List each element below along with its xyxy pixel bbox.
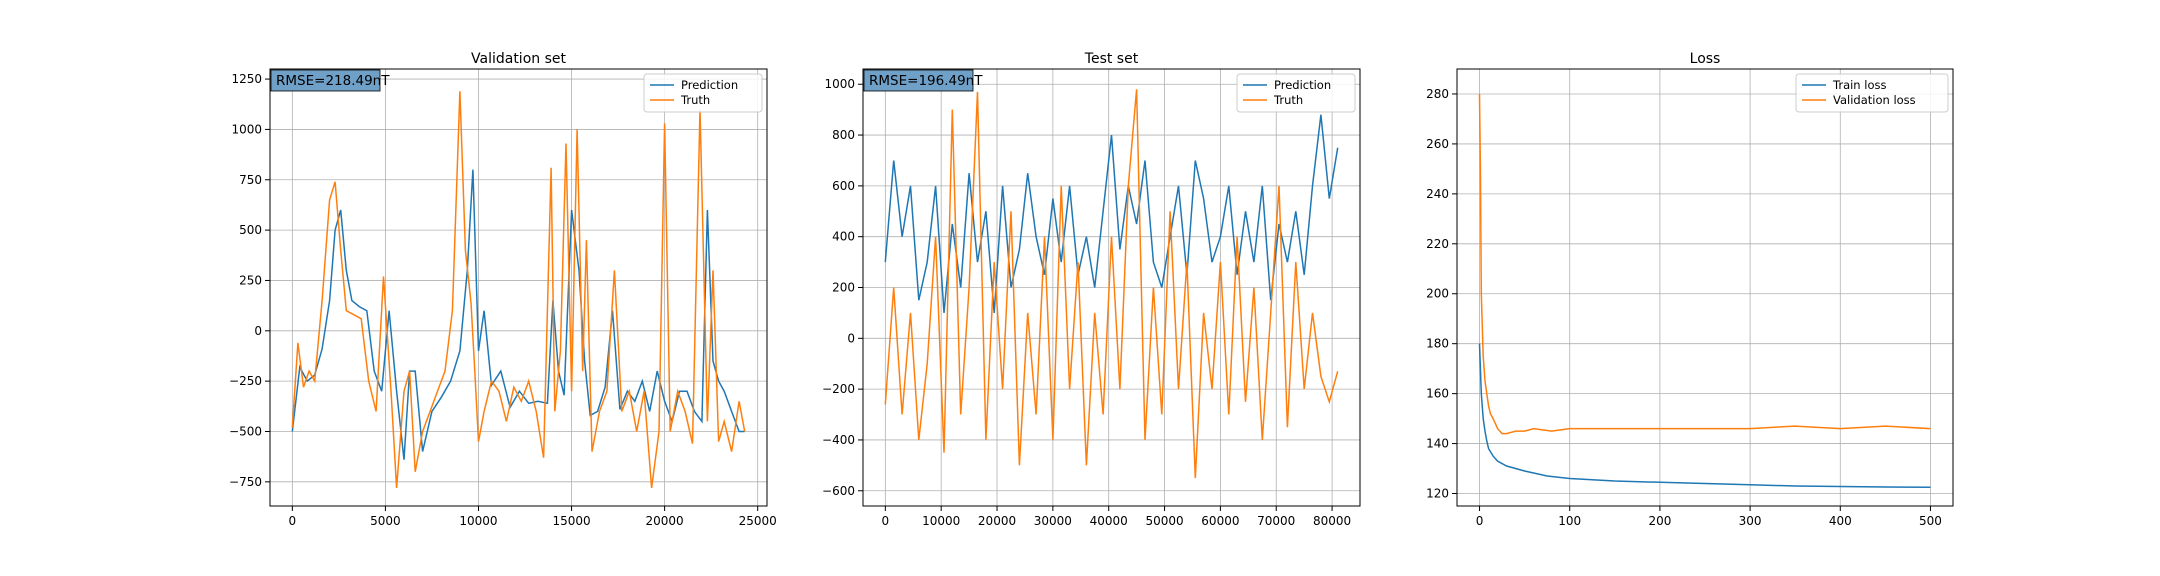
rmse-annotation-box (863, 69, 974, 92)
x-tick-label: 20000 (978, 514, 1016, 528)
x-tick-label: 70000 (1257, 514, 1295, 528)
legend-label: Truth (1273, 93, 1303, 107)
y-tick-label: 750 (239, 173, 262, 187)
x-tick-label: 100 (1558, 514, 1581, 528)
axes-frame (1456, 68, 1954, 507)
x-tick-label: 15000 (552, 514, 590, 528)
x-tick-label: 300 (1739, 514, 1762, 528)
chart-panel-3: 0 100 200 300 400 500 120 140 160 180 200 220 240 260… (1426, 51, 1954, 528)
y-tick-label: −600 (822, 484, 855, 498)
series-line-prediction (884, 114, 1339, 313)
legend-box (1236, 73, 1356, 113)
x-tick-label: 500 (1919, 514, 1942, 528)
y-tick-label: 400 (832, 230, 855, 244)
x-tick-label: 20000 (646, 514, 684, 528)
legend-box (1795, 73, 1949, 113)
y-tick-label: 120 (1426, 487, 1449, 501)
y-tick-label: 0 (847, 331, 855, 345)
y-tick-label: 240 (1426, 187, 1449, 201)
series-line-validation-loss (1478, 93, 1931, 435)
x-tick-label: 30000 (1034, 514, 1072, 528)
chart-title: Validation set (471, 51, 566, 67)
legend-label: Prediction (681, 78, 738, 92)
y-tick-label: 250 (239, 273, 262, 287)
y-tick-label: 180 (1426, 337, 1449, 351)
chart-title: Loss (1690, 51, 1721, 67)
x-tick-label: 25000 (739, 514, 777, 528)
y-tick-label: 200 (832, 281, 855, 295)
chart-panel-1: 0 5000 10000 15000 20000 25000 −750 −500 −250 0 25… (229, 51, 777, 528)
legend-label: Train loss (1832, 78, 1886, 92)
y-tick-label: 200 (1426, 287, 1449, 301)
x-tick-label: 200 (1648, 514, 1671, 528)
axes-frame (269, 68, 768, 507)
x-tick-label: 400 (1829, 514, 1852, 528)
legend-label: Validation loss (1833, 93, 1916, 107)
y-tick-label: 0 (254, 324, 262, 338)
series-line-truth (884, 89, 1339, 479)
rmse-annotation: RMSE=218.49nT (270, 69, 390, 92)
chart-panel-2: 0 10000 20000 30000 40000 50000 60000 70000 8000… (822, 51, 1361, 528)
y-tick-label: −400 (822, 433, 855, 447)
x-tick-label: 60000 (1201, 514, 1239, 528)
x-tick-label: 0 (882, 514, 890, 528)
x-tick-label: 10000 (459, 514, 497, 528)
x-tick-label: 0 (289, 514, 297, 528)
y-tick-label: 1000 (231, 122, 262, 136)
x-tick-label: 80000 (1313, 514, 1351, 528)
y-tick-label: 500 (239, 223, 262, 237)
x-tick-label: 50000 (1145, 514, 1183, 528)
series-line-prediction (291, 169, 745, 460)
y-tick-label: 800 (832, 128, 855, 142)
y-tick-label: −500 (229, 424, 262, 438)
series-line-train-loss (1478, 343, 1931, 489)
y-tick-label: 1000 (824, 77, 855, 91)
rmse-annotation-box (270, 69, 381, 92)
x-tick-label: 5000 (370, 514, 401, 528)
rmse-annotation: RMSE=196.49nT (863, 69, 983, 92)
legend-box (643, 73, 763, 113)
x-tick-label: 0 (1476, 514, 1484, 528)
y-tick-label: −200 (822, 382, 855, 396)
rmse-annotation-text: RMSE=218.49nT (276, 73, 390, 89)
legend-label: Truth (680, 93, 710, 107)
series-line-truth (291, 91, 746, 488)
legend-label: Prediction (1274, 78, 1331, 92)
rmse-annotation-text: RMSE=196.49nT (869, 73, 983, 89)
y-tick-label: 1250 (231, 72, 262, 86)
chart-title: Test set (1084, 51, 1139, 67)
y-tick-label: 260 (1426, 137, 1449, 151)
y-tick-label: −250 (229, 374, 262, 388)
y-tick-label: 140 (1426, 437, 1449, 451)
y-tick-label: 220 (1426, 237, 1449, 251)
y-tick-label: 280 (1426, 87, 1449, 101)
x-tick-label: 40000 (1090, 514, 1128, 528)
y-tick-label: 160 (1426, 387, 1449, 401)
y-tick-label: −750 (229, 475, 262, 489)
x-tick-label: 10000 (922, 514, 960, 528)
y-tick-label: 600 (832, 179, 855, 193)
